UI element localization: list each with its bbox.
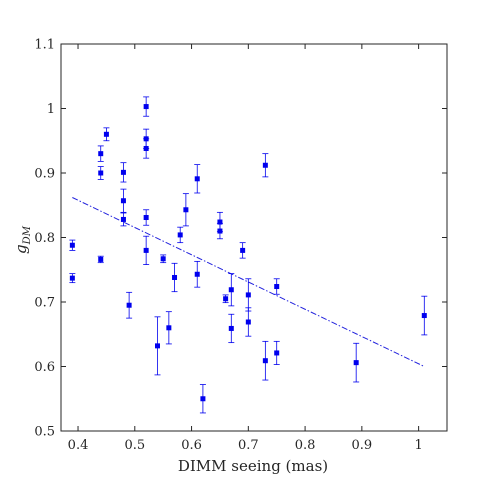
data-point [143,209,150,226]
plot-area: 0.4 0.5 0.6 0.7 0.8 0.9 1 0.5 0.6 0.7 0.8 0.9 1 1.1 [34,38,448,453]
y-tick-label: 0.8 [34,231,55,246]
data-point [143,235,150,265]
point-marker [228,325,234,331]
point-marker [200,396,206,402]
point-marker [120,216,126,222]
data-point [97,255,104,264]
point-marker [166,325,172,331]
data-point [262,153,269,178]
data-point [120,212,127,227]
data-point [194,260,201,288]
y-tick-label: 0.5 [34,425,55,440]
x-tick-label: 1 [414,438,422,453]
point-marker [194,271,200,277]
y-tick-label: 0.6 [34,360,55,375]
point-marker [172,274,178,280]
x-axis-label: DIMM seeing (mas) [178,457,328,475]
data-point [126,291,133,319]
point-marker [274,284,280,290]
point-marker [262,162,268,168]
point-marker [353,360,359,366]
x-tick-label: 0.4 [68,438,89,453]
data-point [228,313,235,344]
data-point [194,164,201,194]
point-marker [228,287,234,293]
point-marker [69,242,75,248]
point-marker [69,275,75,281]
point-marker [194,176,200,182]
point-marker [155,343,160,349]
point-marker [143,104,149,110]
point-marker [262,358,268,364]
data-point [69,239,76,251]
data-point [120,162,127,183]
x-tick-label: 0.8 [295,438,316,453]
x-tick-label: 0.5 [124,438,145,453]
y-tick-label: 1.1 [34,38,55,53]
data-point [165,311,172,345]
point-marker [103,131,109,137]
data-point [199,384,206,414]
data-point [245,307,252,337]
x-tick-label: 0.7 [238,438,259,453]
data-point [222,294,229,304]
data-point [182,193,189,227]
data-point [160,254,167,264]
data-point [421,295,428,336]
data-point [177,226,184,244]
data-point [97,145,104,162]
data-point [97,166,104,180]
y-axis-label-main: g [12,244,30,254]
point-marker [217,219,223,225]
point-marker [421,313,427,319]
point-marker [245,292,251,298]
y-tick-label: 1 [47,102,55,117]
point-marker [245,319,251,325]
data-point [171,262,178,293]
data-point [239,242,246,259]
y-axis-label-subscript: DM [22,225,33,245]
data-point [273,340,280,365]
plot-frame [60,43,448,432]
point-marker [120,198,126,204]
point-marker [98,170,104,176]
data-point [69,273,76,284]
fit-line [72,197,425,367]
point-marker [240,247,246,253]
data-point [143,96,150,117]
point-marker [223,296,229,302]
y-tick-label: 0.9 [34,167,55,182]
point-marker [160,256,166,262]
point-marker [98,151,104,157]
data-point [216,222,223,240]
data-point [245,278,252,312]
data-point [143,138,150,159]
data-point [120,188,127,213]
data-point [262,340,269,381]
point-marker [217,228,223,234]
x-tick-label: 0.6 [181,438,202,453]
point-marker [143,145,149,151]
point-marker [183,207,189,213]
y-axis-label: gDM [12,225,33,254]
point-marker [274,350,280,356]
point-marker [143,247,149,253]
x-tick-label: 0.9 [352,438,373,453]
data-point [103,127,110,142]
point-marker [143,215,149,221]
data-point [154,316,161,376]
point-marker [177,232,183,238]
point-marker [98,256,104,262]
point-marker [126,302,132,308]
data-point [273,278,280,295]
data-point [228,273,235,307]
y-tick-label: 0.7 [34,296,55,311]
point-marker [120,169,126,175]
data-point [353,342,360,383]
